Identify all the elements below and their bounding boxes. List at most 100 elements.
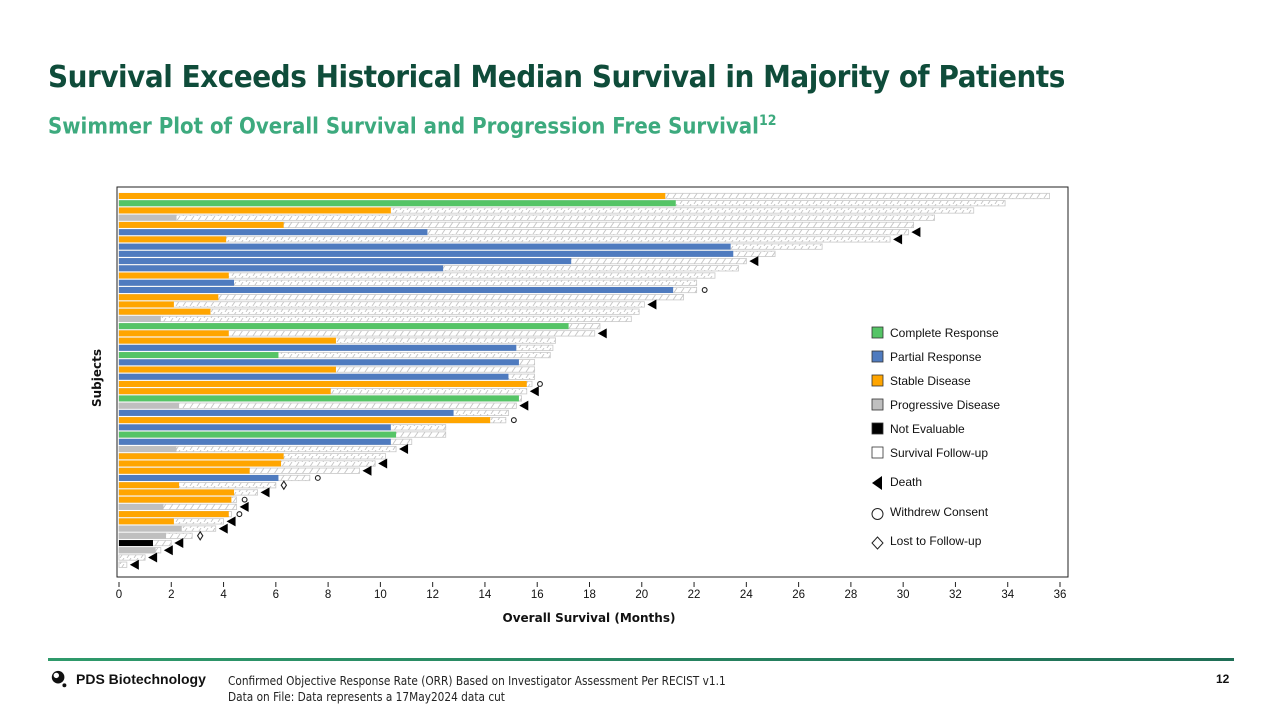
subject-row: [118, 308, 640, 315]
subject-row: [118, 518, 224, 525]
response-bar-cr: [119, 395, 519, 402]
legend-label: Not Evaluable: [890, 422, 965, 436]
response-bar-sd: [119, 294, 219, 301]
response-bar-sd: [119, 518, 174, 525]
subject-row: [118, 272, 716, 279]
death-marker: [749, 256, 759, 267]
withdrew-marker: [236, 511, 243, 518]
response-bar-cr: [119, 200, 676, 207]
subject-row: [118, 474, 311, 482]
survival-followup-bar: [118, 214, 935, 221]
subject-row: [118, 496, 238, 503]
page-subtitle: Swimmer Plot of Overall Survival and Pro…: [48, 113, 776, 139]
subject-row: [118, 366, 536, 373]
response-bar-pd: [119, 446, 177, 453]
legend-swatch-lost: [871, 536, 884, 550]
response-bar-sd: [119, 417, 491, 424]
death-marker: [226, 516, 236, 527]
withdrew-marker: [510, 417, 517, 424]
subject-row: [118, 323, 601, 330]
legend-item: Not Evaluable: [871, 422, 965, 436]
response-bar-pd: [119, 214, 177, 221]
death-marker: [911, 227, 921, 238]
subject-row: [118, 286, 698, 294]
subject-row: [118, 373, 536, 380]
page-number: 12: [1216, 672, 1230, 686]
subject-row: [118, 489, 258, 496]
footnote-line-2: Data on File: Data represents a 17May202…: [228, 690, 505, 704]
x-tick-label: 22: [688, 589, 701, 601]
legend-label: Stable Disease: [890, 374, 971, 388]
subject-row: [118, 344, 554, 351]
legend-item: Withdrew Consent: [871, 505, 989, 520]
subject-row: [118, 200, 1006, 207]
x-tick-label: 14: [479, 589, 492, 601]
x-tick-label: 34: [1001, 589, 1014, 601]
x-tick-label: 32: [949, 589, 962, 601]
footer-divider: [48, 658, 1234, 661]
legend-swatch-cr: [871, 326, 884, 339]
subject-row: [118, 294, 684, 301]
x-tick-label: 16: [531, 589, 544, 601]
legend: Complete Response Partial Response Stable …: [871, 326, 1000, 550]
response-bar-sd: [119, 272, 229, 279]
x-axis: 0 2 4 6 8 10 12 14 16 18 20 22 24 26 28 30 32 34 36: [116, 582, 1067, 601]
withdrew-marker: [701, 287, 708, 293]
response-bar-sd: [119, 337, 336, 344]
response-bar-sd: [119, 467, 250, 474]
subject-row: [118, 460, 376, 467]
subject-row: [118, 315, 632, 323]
response-bar-sd: [119, 453, 284, 460]
x-tick-label: 10: [374, 589, 387, 601]
response-bar-pr: [119, 438, 391, 445]
subject-row: [118, 467, 360, 474]
response-bar-pr: [119, 424, 391, 431]
response-bar-sd: [119, 330, 229, 337]
response-bar-pd: [119, 547, 156, 554]
response-bar-pr: [119, 344, 517, 351]
legend-label: Lost to Follow-up: [890, 534, 982, 548]
page-title: Survival Exceeds Historical Median Survi…: [48, 60, 1065, 95]
x-tick-label: 26: [792, 589, 805, 601]
survival-followup-bar: [118, 301, 645, 308]
subject-row: [118, 539, 172, 547]
death-marker: [362, 465, 372, 476]
response-bar-sd: [119, 193, 666, 199]
response-bar-sd: [119, 308, 211, 315]
legend-label: Death: [890, 475, 922, 489]
legend-item: Complete Response: [871, 326, 999, 340]
withdrew-marker: [241, 496, 248, 503]
x-tick-label: 18: [583, 589, 596, 601]
subject-row: [118, 257, 747, 265]
subject-row: [118, 192, 1050, 200]
death-marker: [529, 386, 539, 397]
subject-row: [118, 229, 909, 236]
x-tick-label: 36: [1054, 589, 1067, 601]
legend-swatch-fu: [871, 446, 884, 459]
lost-marker: [196, 530, 204, 541]
subject-row: [118, 236, 891, 243]
x-tick-label: 4: [220, 589, 227, 601]
response-bar-sd: [119, 489, 235, 496]
x-tick-label: 2: [168, 589, 174, 601]
legend-swatch-withdrew: [871, 508, 884, 520]
footnote: Confirmed Objective Response Rate (ORR) …: [228, 673, 726, 705]
subject-row: [118, 250, 776, 257]
death-marker: [378, 458, 388, 469]
subject-row: [118, 453, 387, 460]
survival-followup-bar: [118, 236, 891, 243]
x-tick-label: 8: [325, 589, 331, 601]
subject-row: [118, 243, 823, 250]
legend-label: Withdrew Consent: [890, 505, 989, 519]
logo-mark-icon: [51, 670, 67, 688]
death-marker: [174, 538, 184, 549]
subtitle-footnote-ref: 12: [758, 113, 777, 129]
death-marker: [519, 400, 529, 411]
subject-row: [118, 207, 975, 214]
legend-label: Complete Response: [890, 326, 999, 340]
response-bar-sd: [119, 482, 180, 489]
subject-row: [118, 424, 447, 431]
subject-row: [118, 279, 698, 286]
subject-row: [118, 337, 556, 344]
subject-row: [118, 380, 533, 388]
